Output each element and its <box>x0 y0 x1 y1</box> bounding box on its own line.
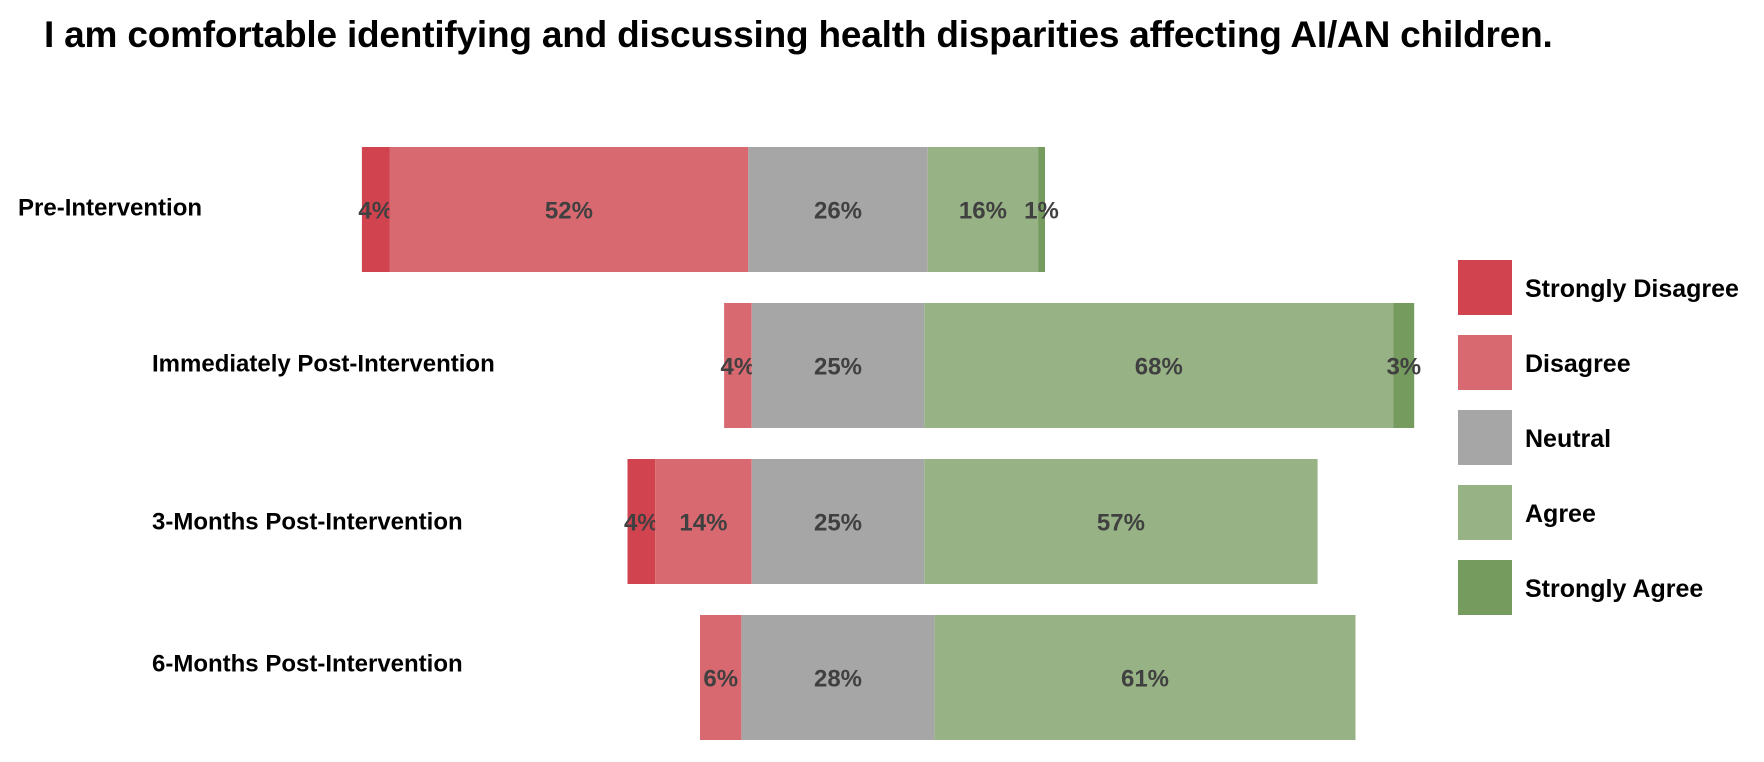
data-label-neutral-immediately-post-intervention: 25% <box>814 354 862 381</box>
bar-strongly-disagree-pre-intervention <box>361 147 390 272</box>
data-label-strongly-disagree-3-months-post-intervention: 4% <box>624 510 659 537</box>
legend-swatch-disagree <box>1458 335 1512 390</box>
bar-disagree-pre-intervention <box>389 147 749 272</box>
category-label-pre-intervention: Pre-Intervention <box>18 195 202 222</box>
data-label-agree-6-months-post-intervention: 61% <box>1121 666 1169 693</box>
legend-label-strongly-disagree: Strongly Disagree <box>1525 275 1739 303</box>
data-label-strongly-agree-pre-intervention: 1% <box>1024 198 1059 225</box>
bar-disagree-immediately-post-intervention <box>724 303 752 428</box>
bar-strongly-agree-immediately-post-intervention <box>1393 303 1415 428</box>
data-label-disagree-immediately-post-intervention: 4% <box>721 354 756 381</box>
bar-agree-pre-intervention <box>927 147 1039 272</box>
legend-swatch-agree <box>1458 485 1512 540</box>
legend-label-disagree: Disagree <box>1525 350 1631 378</box>
data-label-neutral-pre-intervention: 26% <box>814 198 862 225</box>
data-label-agree-immediately-post-intervention: 68% <box>1135 354 1183 381</box>
legend-label-strongly-agree: Strongly Agree <box>1525 575 1703 603</box>
category-label-3-months-post-intervention: 3-Months Post-Intervention <box>152 509 463 536</box>
category-label-immediately-post-intervention: Immediately Post-Intervention <box>152 351 495 378</box>
data-label-strongly-agree-immediately-post-intervention: 3% <box>1386 354 1421 381</box>
data-label-disagree-pre-intervention: 52% <box>545 198 593 225</box>
bar-disagree-3-months-post-intervention <box>655 459 752 584</box>
data-label-disagree-6-months-post-intervention: 6% <box>703 666 738 693</box>
legend-swatch-strongly-disagree <box>1458 260 1512 315</box>
bar-strongly-agree-pre-intervention <box>1038 147 1045 272</box>
bar-neutral-pre-intervention <box>748 147 928 272</box>
bar-strongly-disagree-3-months-post-intervention <box>627 459 656 584</box>
bar-agree-immediately-post-intervention <box>924 303 1394 428</box>
legend-label-neutral: Neutral <box>1525 425 1611 453</box>
bar-neutral-3-months-post-intervention <box>751 459 925 584</box>
data-label-neutral-3-months-post-intervention: 25% <box>814 510 862 537</box>
legend-swatch-neutral <box>1458 410 1512 465</box>
data-label-strongly-disagree-pre-intervention: 4% <box>358 198 393 225</box>
data-label-neutral-6-months-post-intervention: 28% <box>814 666 862 693</box>
legend-label-agree: Agree <box>1525 500 1596 528</box>
data-label-disagree-3-months-post-intervention: 14% <box>679 510 727 537</box>
data-label-agree-pre-intervention: 16% <box>959 198 1007 225</box>
chart-title: I am comfortable identifying and discuss… <box>44 14 1553 55</box>
bar-neutral-immediately-post-intervention <box>751 303 925 428</box>
category-label-6-months-post-intervention: 6-Months Post-Intervention <box>152 651 463 678</box>
data-label-agree-3-months-post-intervention: 57% <box>1097 510 1145 537</box>
bar-agree-6-months-post-intervention <box>934 615 1356 740</box>
bar-disagree-6-months-post-intervention <box>700 615 742 740</box>
legend-swatch-strongly-agree <box>1458 560 1512 615</box>
bar-neutral-6-months-post-intervention <box>741 615 935 740</box>
bar-agree-3-months-post-intervention <box>924 459 1318 584</box>
